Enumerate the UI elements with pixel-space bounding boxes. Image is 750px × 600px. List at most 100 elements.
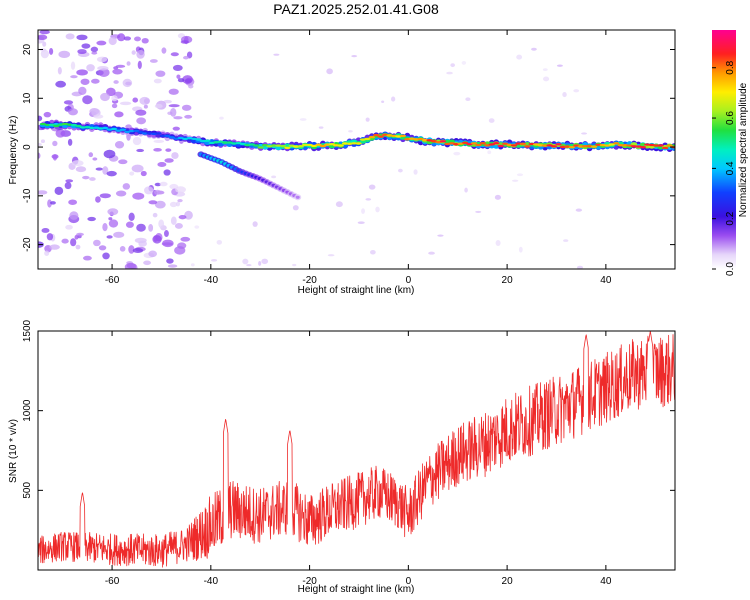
ridge-cell (470, 142, 478, 145)
noise-blob (173, 116, 183, 120)
ridge-cell (53, 124, 60, 128)
noise-blob (398, 168, 403, 173)
ridge-cell (657, 144, 664, 147)
ridge-cell (310, 144, 318, 148)
noise-blob (258, 260, 262, 266)
noise-blob (54, 186, 64, 196)
ridge-cell (297, 145, 304, 148)
colorbar: 0.0 0.2 0.4 0.6 0.8 Normalized spectral ampl… (712, 30, 749, 276)
ridge-cell (488, 143, 496, 146)
noise-blob (370, 249, 376, 255)
ridge-cell (328, 142, 336, 146)
spectrogram-axes: -60 -40 -20 0 20 40 -20 -10 0 10 20 (22, 30, 675, 286)
noise-blob (475, 210, 482, 213)
ridge-cell (133, 129, 140, 133)
spectrogram-noise (38, 30, 588, 269)
noise-blob (176, 74, 181, 79)
y-tick-label: -20 (22, 237, 33, 252)
y-tick-label: 0 (22, 144, 33, 150)
ridge-cell (164, 134, 171, 138)
noise-blob (391, 96, 396, 102)
noise-blob (461, 60, 467, 65)
ridge-cell (159, 134, 167, 138)
noise-blob (361, 208, 365, 214)
ridge-cell (137, 131, 144, 134)
noise-blob (154, 182, 162, 187)
noise-blob (165, 148, 172, 152)
x-tick-label: 0 (406, 275, 412, 286)
noise-blob (99, 193, 111, 199)
noise-blob (149, 59, 158, 63)
noise-blob (271, 175, 277, 179)
noise-blob (102, 166, 109, 175)
noise-blob (123, 36, 132, 41)
noise-blob (126, 61, 131, 66)
noise-blob (575, 208, 583, 212)
noise-blob (143, 260, 152, 266)
ridge-cell (524, 145, 531, 148)
noise-blob (93, 239, 101, 247)
noise-blob (327, 254, 335, 257)
noise-blob (47, 199, 52, 208)
ridge-cell (653, 144, 660, 147)
noise-blob (132, 97, 139, 103)
noise-blob (437, 234, 444, 237)
noise-blob (351, 55, 358, 58)
noise-blob (450, 63, 455, 68)
noise-blob (82, 175, 90, 180)
noise-blob (108, 219, 119, 228)
noise-blob (511, 179, 519, 182)
ridge-cell (661, 146, 669, 150)
ridge-cell (315, 143, 322, 146)
noise-blob (242, 258, 249, 265)
noise-blob (113, 66, 119, 70)
noise-blob (43, 111, 52, 118)
x-tick-label: 20 (502, 576, 514, 587)
noise-blob (95, 196, 101, 203)
noise-blob (140, 170, 147, 177)
noise-blob (128, 245, 135, 254)
noise-blob (168, 104, 180, 108)
noise-blob (164, 230, 169, 238)
noise-blob (91, 78, 100, 84)
ridge-cell (101, 126, 109, 130)
spectrogram-content (38, 30, 675, 269)
noise-blob (178, 214, 187, 220)
noise-blob (161, 47, 167, 54)
noise-blob (114, 111, 124, 118)
noise-blob (171, 152, 179, 159)
noise-blob (97, 65, 109, 71)
noise-blob (335, 201, 343, 208)
noise-blob (183, 55, 189, 60)
ridge-cell (204, 141, 211, 146)
x-tick-label: -60 (105, 576, 120, 587)
colorbar-tick-label: 0.6 (725, 111, 736, 125)
noise-blob (52, 154, 58, 161)
noise-blob (292, 205, 299, 211)
noise-blob (90, 46, 99, 53)
noise-blob (368, 184, 376, 190)
noise-blob (70, 75, 78, 79)
snr-frame (37, 330, 676, 571)
noise-blob (125, 81, 132, 86)
noise-blob (153, 78, 162, 84)
noise-blob (96, 40, 107, 46)
noise-blob (299, 118, 307, 121)
noise-blob (76, 34, 88, 41)
noise-blob (488, 118, 495, 123)
noise-blob (65, 224, 73, 230)
noise-blob (68, 108, 78, 116)
noise-blob (542, 68, 548, 72)
noise-blob (113, 231, 125, 238)
noise-blob (318, 126, 324, 129)
noise-blob (172, 64, 183, 72)
noise-blob (65, 33, 75, 40)
noise-blob (38, 152, 41, 159)
ridge-cell (608, 143, 615, 146)
noise-blob (135, 109, 147, 116)
noise-blob (170, 52, 179, 57)
noise-blob (531, 47, 537, 51)
noise-blob (67, 138, 73, 146)
noise-blob (39, 30, 50, 35)
